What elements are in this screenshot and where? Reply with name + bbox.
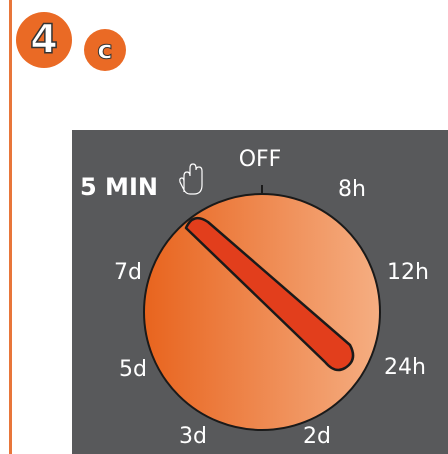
dial-label: 3d bbox=[179, 424, 207, 449]
badge-letter: c bbox=[97, 36, 112, 66]
badge-number: 4 bbox=[30, 17, 58, 63]
preset-label: 5 MIN bbox=[80, 173, 158, 201]
dial-label: 5d bbox=[119, 357, 147, 382]
page: 4 c 5 MIN OFF 8h 12h 24h 2d 3d 5d 7d bbox=[0, 0, 448, 454]
dial-label: 7d bbox=[114, 260, 142, 285]
dial-label: 12h bbox=[387, 260, 429, 285]
dial-label: 8h bbox=[338, 177, 366, 202]
dial-label: 2d bbox=[303, 424, 331, 449]
margin-line bbox=[9, 0, 12, 454]
dial-label: 24h bbox=[384, 355, 426, 380]
dial-label: OFF bbox=[239, 147, 282, 172]
dial bbox=[144, 194, 380, 430]
